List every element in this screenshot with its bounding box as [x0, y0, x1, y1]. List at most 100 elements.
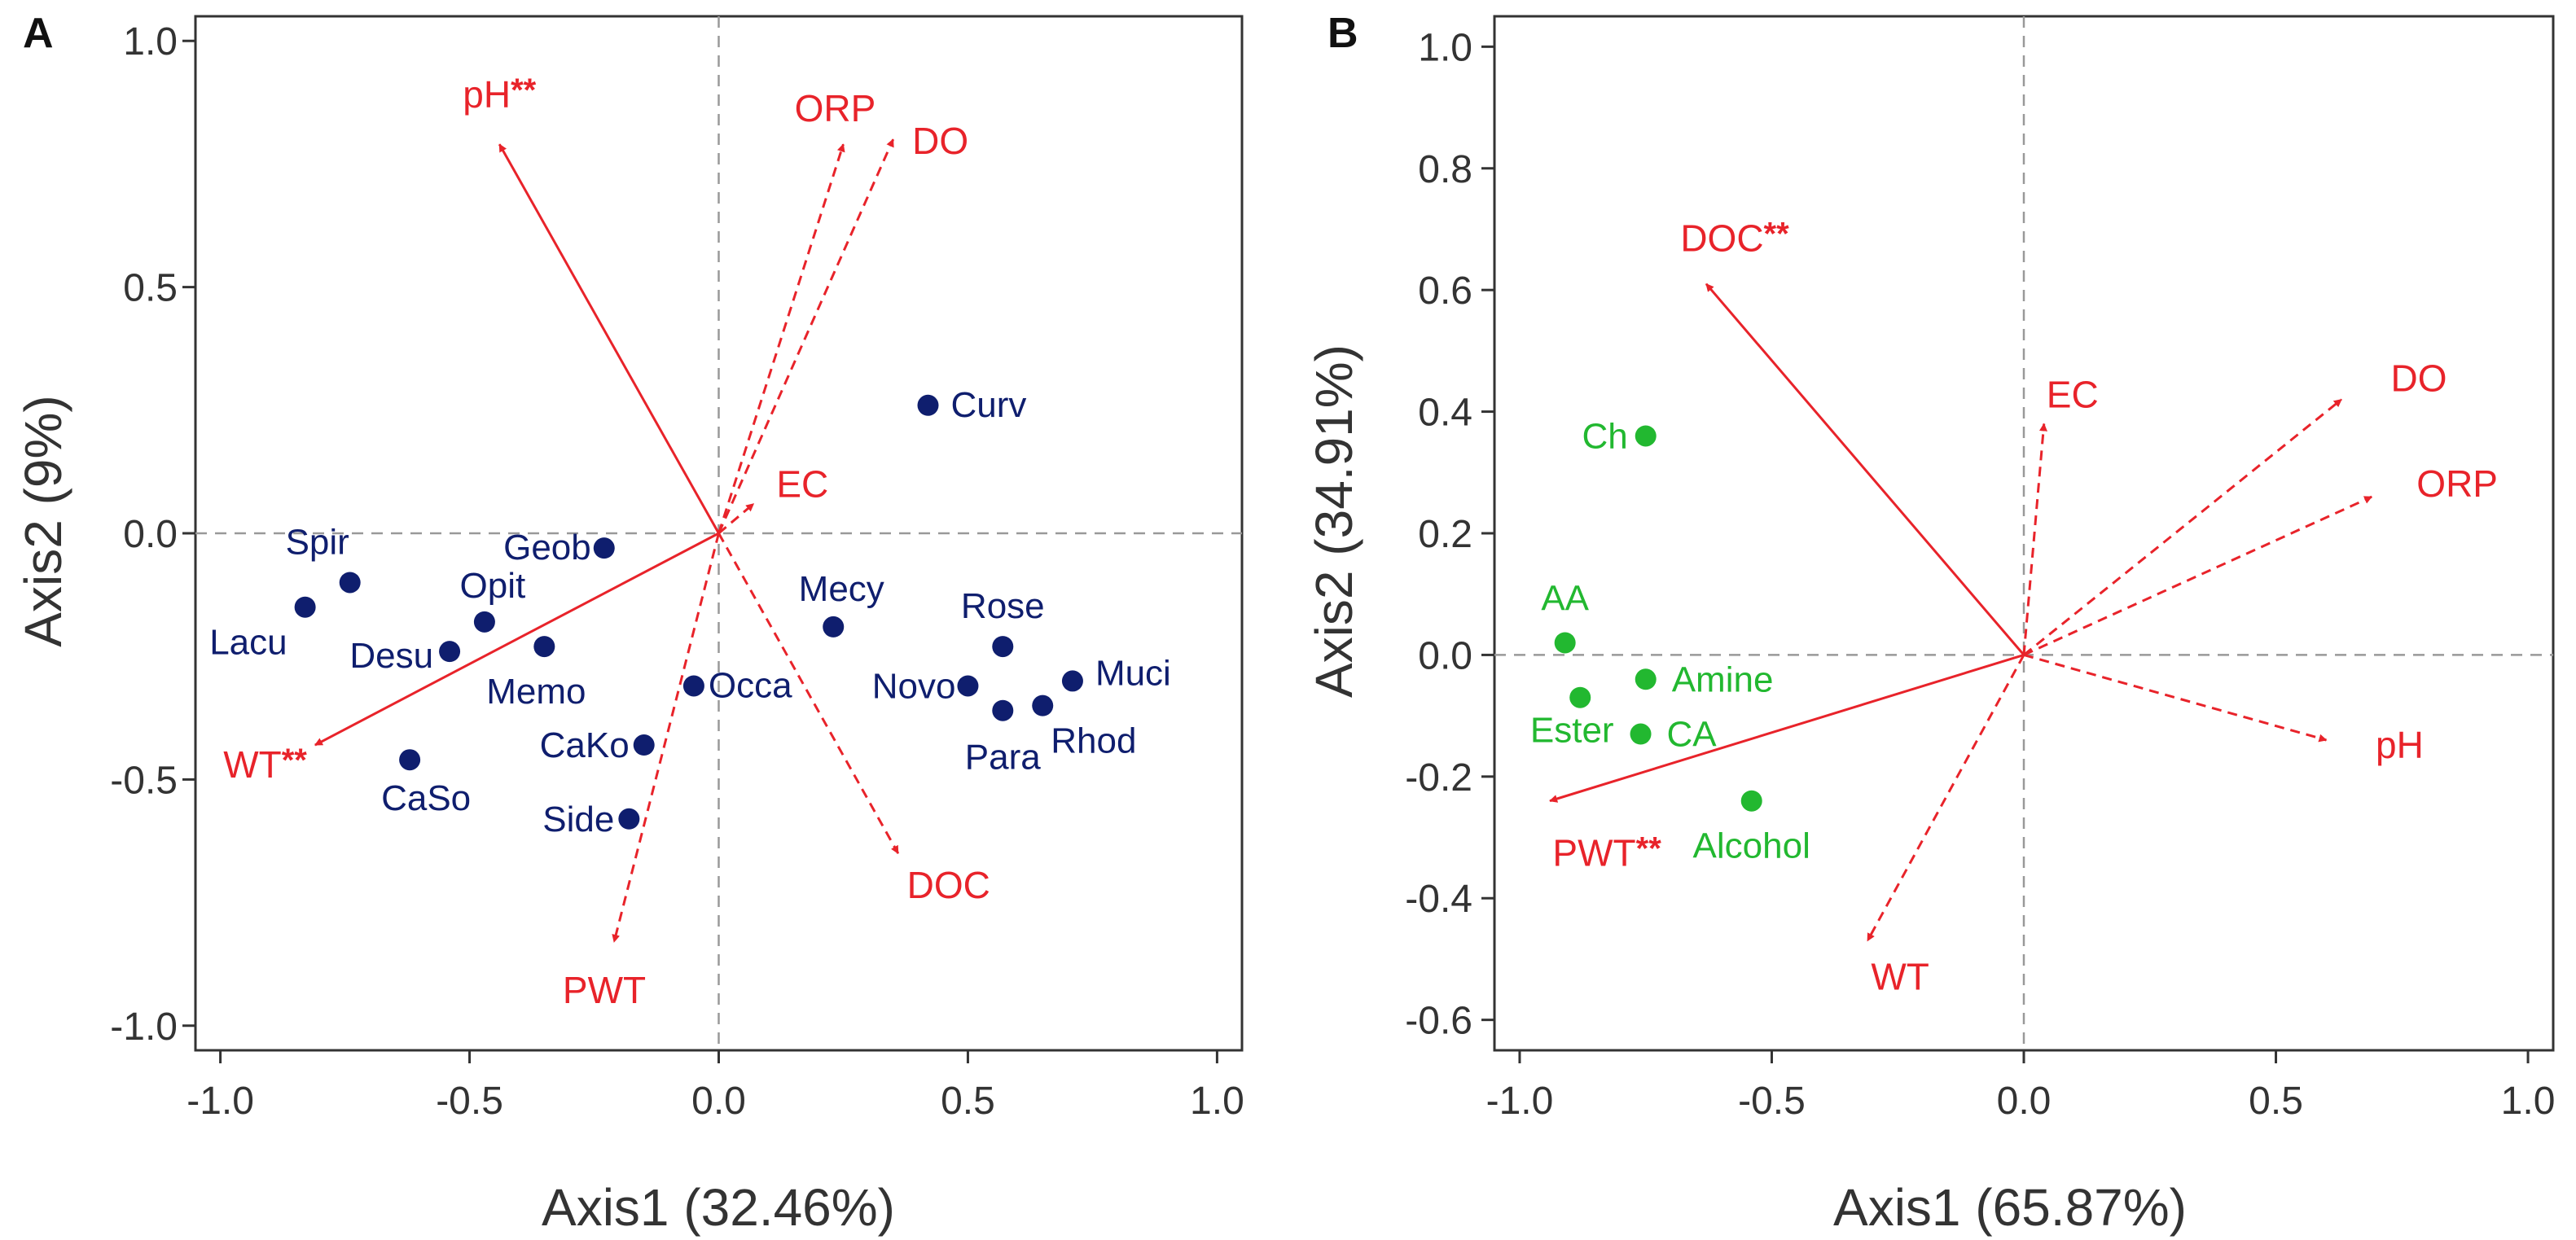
panel-b-x-tick-label: 1.0: [2501, 1080, 2556, 1123]
panel-a-point-opit: [473, 611, 495, 633]
panel-a-y-tick-label: 0.0: [123, 513, 178, 556]
panel-a-vector-do: [718, 138, 895, 534]
panel-a-point-desu: [439, 641, 461, 663]
panel-a-point-cako: [633, 734, 655, 756]
panel-a-x-tick-label: 0.5: [941, 1080, 995, 1123]
panel-b-y-tick-label: -0.4: [1405, 878, 1472, 921]
panel-b-vector-label-wt: WT: [1871, 956, 1929, 998]
panel-b-point-label-ca: CA: [1667, 715, 1718, 755]
panel-b-vector-ec: [2022, 423, 2047, 655]
panel-a-point-para: [992, 699, 1014, 721]
panel-b-letter: B: [1327, 10, 1358, 57]
panel-a-point-memo: [533, 636, 555, 658]
panel-a-point-label-caso: CaSo: [381, 778, 471, 818]
panel-a-point-label-cako: CaKo: [540, 725, 630, 765]
panel-b-vector-label-doc: DOC**: [1680, 217, 1789, 260]
panel-b-y-tick-label: 0.0: [1418, 634, 1472, 677]
panel-a-letter: A: [23, 10, 54, 57]
panel-b-point-label-ch: Ch: [1582, 416, 1627, 456]
panel-a-vector-label-ph: pH**: [463, 72, 536, 116]
panel-a: -1.0 -0.5 0.0 0.5 1.0 -1.0 -0.5 0.0 0.5 1.0 Axis1 …: [14, 10, 1244, 1237]
panel-b-vector-doc: [1705, 283, 2025, 656]
panel-a-point-curv: [917, 394, 939, 416]
panel-a-point-label-geob: Geob: [503, 528, 591, 567]
panel-b: -1.0 -0.5 0.0 0.5 1.0 -0.6 -0.4 -0.2 0.0 0.2 0.4 0.…: [1305, 10, 2555, 1237]
panel-b-vector-label-pwt: PWT**: [1552, 831, 1661, 874]
panel-b-x-tick-label: 0.0: [1997, 1080, 2052, 1123]
panel-b-point-ca: [1630, 723, 1652, 745]
panel-b-vector-label-do: DO: [2391, 357, 2447, 400]
panel-a-y-tick-label: -0.5: [110, 759, 178, 802]
panel-a-vector-label-do: DO: [912, 120, 968, 162]
panel-b-y-tick-label: 0.2: [1418, 513, 1472, 556]
panel-a-point-label-side: Side: [542, 800, 614, 839]
panel-b-vector-label-ph: pH: [2376, 724, 2424, 766]
panel-a-point-label-occa: Occa: [709, 665, 792, 705]
panel-a-point-label-spir: Spir: [286, 522, 349, 562]
panel-a-point-side: [618, 808, 640, 830]
panel-a-y-tick-label: 0.5: [123, 267, 178, 310]
panel-a-point-occa: [682, 675, 704, 697]
panel-a-point-label-novo: Novo: [872, 666, 956, 706]
panel-a-point-muci: [1061, 670, 1083, 692]
panel-a-x-tick-label: 1.0: [1190, 1080, 1244, 1123]
panel-a-vector-ph: [498, 143, 720, 534]
panel-a-vector-label-doc: DOC: [907, 864, 990, 906]
panel-a-y-axis-label: Axis2 (9%): [14, 395, 72, 646]
panel-a-point-label-curv: Curv: [951, 385, 1027, 425]
panel-a-point-label-desu: Desu: [349, 636, 433, 676]
panel-a-point-spir: [339, 572, 361, 594]
panel-b-point-aa: [1554, 632, 1576, 654]
panel-b-vector-label-ec: EC: [2047, 374, 2099, 416]
panel-a-vector-pwt: [612, 532, 720, 943]
panel-a-vector-label-ec: EC: [776, 463, 828, 506]
panel-b-y-axis-label: Axis2 (34.91%): [1305, 344, 1363, 698]
panel-b-vector-ph: [2023, 653, 2328, 743]
panel-b-x-tick-label: -0.5: [1738, 1080, 1806, 1123]
panel-a-point-label-rhod: Rhod: [1051, 721, 1136, 761]
panel-b-point-ch: [1635, 425, 1657, 447]
panel-a-point-rose: [992, 636, 1014, 658]
panel-b-y-tick-label: 0.4: [1418, 392, 1472, 435]
panel-a-point-label-opit: Opit: [460, 566, 526, 606]
panel-a-vector-doc: [718, 532, 900, 854]
panel-a-point-novo: [957, 675, 979, 697]
panel-a-vector-orp: [718, 143, 845, 534]
panel-a-vector-label-orp: ORP: [795, 87, 876, 129]
panel-a-x-tick-label: -1.0: [187, 1080, 254, 1123]
panel-b-point-alcohol: [1740, 790, 1762, 812]
panel-a-point-lacu: [294, 596, 316, 618]
panel-a-vector-ec: [718, 502, 755, 535]
panel-a-y-tick-label: 1.0: [123, 20, 178, 64]
panel-b-vector-pwt: [1549, 653, 2025, 803]
panel-a-x-tick-label: -0.5: [436, 1080, 503, 1123]
panel-a-point-label-para: Para: [965, 738, 1041, 778]
panel-a-vector-label-wt: WT**: [223, 743, 307, 786]
panel-b-y-tick-label: 0.6: [1418, 269, 1472, 313]
panel-b-y-tick-label: -0.2: [1405, 756, 1472, 800]
panel-a-point-geob: [593, 537, 615, 559]
panel-b-point-label-alcohol: Alcohol: [1693, 826, 1810, 866]
panel-b-y-tick-label: 0.8: [1418, 148, 1472, 191]
panel-b-vector-wt: [1866, 654, 2025, 942]
panel-a-x-tick-label: 0.0: [691, 1080, 746, 1123]
panel-a-vector-label-pwt: PWT: [563, 969, 646, 1011]
panel-b-point-ester: [1569, 686, 1591, 708]
panel-b-vector-label-orp: ORP: [2416, 462, 2498, 505]
panel-b-y-tick-label: -0.6: [1405, 1000, 1472, 1043]
panel-b-x-tick-label: -1.0: [1486, 1080, 1554, 1123]
panel-b-vector-do: [2023, 398, 2342, 656]
panel-b-x-axis-label: Axis1 (65.87%): [1833, 1178, 2187, 1237]
panel-b-point-amine: [1635, 668, 1657, 690]
panel-a-point-label-memo: Memo: [486, 672, 586, 712]
panel-a-point-label-lacu: Lacu: [209, 623, 287, 663]
panel-b-vector-orp: [2023, 495, 2373, 656]
panel-b-y-tick-label: 1.0: [1418, 26, 1472, 69]
panel-a-point-label-muci: Muci: [1095, 653, 1171, 693]
panel-a-point-rhod: [1032, 694, 1054, 716]
panel-a-y-tick-label: -1.0: [110, 1006, 178, 1049]
panel-b-point-label-aa: AA: [1541, 578, 1589, 618]
panel-a-vector-wt: [314, 532, 720, 747]
panel-a-point-mecy: [823, 616, 845, 638]
